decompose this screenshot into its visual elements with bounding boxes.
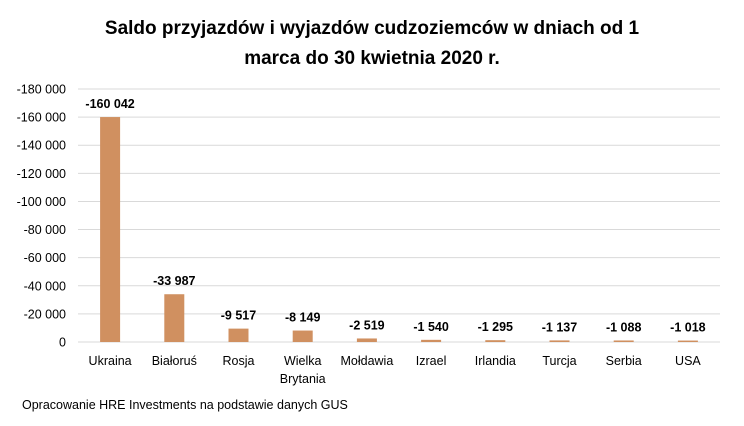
y-tick-label: -40 000 bbox=[24, 279, 66, 293]
data-label: -1 018 bbox=[670, 321, 705, 335]
bar bbox=[613, 340, 634, 342]
y-tick-label: -20 000 bbox=[24, 307, 66, 321]
data-label: -9 517 bbox=[221, 309, 256, 323]
bars bbox=[100, 117, 698, 342]
bar bbox=[100, 117, 121, 342]
y-tick-label: -160 000 bbox=[17, 111, 66, 125]
data-label: -160 042 bbox=[85, 97, 134, 111]
data-label: -8 149 bbox=[285, 311, 320, 325]
y-tick-label: -60 000 bbox=[24, 251, 66, 265]
x-category-label: Brytania bbox=[280, 372, 326, 386]
bar bbox=[485, 340, 506, 342]
data-label: -1 137 bbox=[542, 320, 577, 334]
y-tick-label: -120 000 bbox=[17, 167, 66, 181]
gridlines bbox=[78, 88, 720, 343]
x-axis: Ukraina Białoruś Rosja Wielka Brytania Mołdaw… bbox=[89, 354, 702, 386]
y-tick-label: -180 000 bbox=[17, 83, 66, 97]
x-category-label: Izrael bbox=[416, 354, 447, 368]
x-category-label: Turcja bbox=[542, 354, 576, 368]
source-note: Opracowanie HRE Investments na podstawie… bbox=[22, 398, 348, 412]
data-labels: -160 042 -33 987 -9 517 -8 149 -2 519 -1 540 -… bbox=[85, 97, 705, 335]
data-label: -1 088 bbox=[606, 320, 641, 334]
x-category-label: Wielka bbox=[284, 354, 322, 368]
data-label: -33 987 bbox=[153, 274, 195, 288]
bar bbox=[292, 330, 313, 342]
x-category-label: Mołdawia bbox=[340, 354, 393, 368]
y-tick-label: -80 000 bbox=[24, 223, 66, 237]
x-category-label: Irlandia bbox=[475, 354, 516, 368]
bar bbox=[356, 338, 377, 342]
y-tick-label: 0 bbox=[59, 336, 66, 350]
x-category-label: Serbia bbox=[606, 354, 642, 368]
x-category-label: USA bbox=[675, 354, 701, 368]
y-tick-label: -140 000 bbox=[17, 139, 66, 153]
data-label: -1 540 bbox=[413, 320, 448, 334]
x-category-label: Białoruś bbox=[152, 354, 197, 368]
data-label: -1 295 bbox=[478, 320, 513, 334]
x-category-label: Ukraina bbox=[89, 354, 132, 368]
x-category-label: Rosja bbox=[223, 354, 255, 368]
bar bbox=[228, 328, 249, 342]
data-label: -2 519 bbox=[349, 318, 384, 332]
y-axis: 0 -20 000 -40 000 -60 000 -80 000 -100 000 -12… bbox=[17, 83, 66, 350]
bar bbox=[421, 339, 442, 342]
chart-title-line-1: Saldo przyjazdów i wyjazdów cudzoziemców… bbox=[105, 18, 640, 39]
bar bbox=[164, 294, 185, 342]
chart-title-line-2: marca do 30 kwietnia 2020 r. bbox=[244, 48, 500, 69]
bar bbox=[677, 340, 698, 342]
y-tick-label: -100 000 bbox=[17, 195, 66, 209]
bar bbox=[549, 340, 570, 342]
